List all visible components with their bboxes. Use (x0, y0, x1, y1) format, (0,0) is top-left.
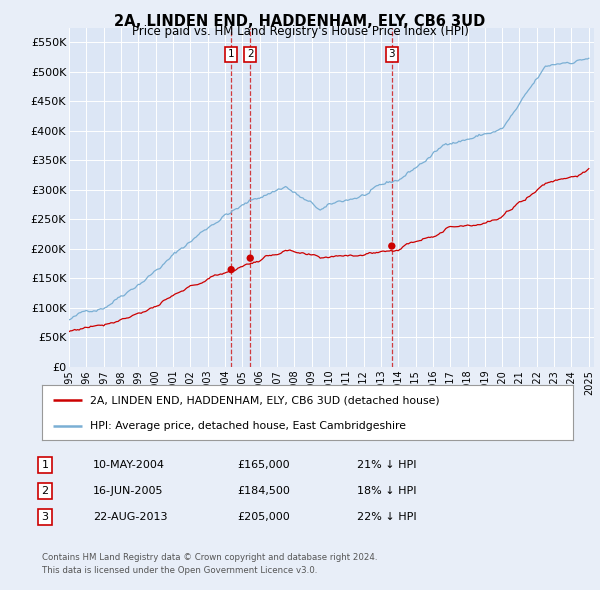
Point (245, 254, 255, 263)
Text: 1: 1 (41, 460, 49, 470)
Text: This data is licensed under the Open Government Licence v3.0.: This data is licensed under the Open Gov… (42, 566, 317, 575)
Text: 3: 3 (388, 50, 395, 59)
Text: 1: 1 (228, 50, 235, 59)
Text: 10-MAY-2004: 10-MAY-2004 (93, 460, 165, 470)
Text: 2A, LINDEN END, HADDENHAM, ELY, CB6 3UD (detached house): 2A, LINDEN END, HADDENHAM, ELY, CB6 3UD … (90, 395, 439, 405)
Text: £165,000: £165,000 (237, 460, 290, 470)
Text: £205,000: £205,000 (237, 512, 290, 522)
Text: HPI: Average price, detached house, East Cambridgeshire: HPI: Average price, detached house, East… (90, 421, 406, 431)
Text: Contains HM Land Registry data © Crown copyright and database right 2024.: Contains HM Land Registry data © Crown c… (42, 553, 377, 562)
Text: £184,500: £184,500 (237, 486, 290, 496)
Text: 16-JUN-2005: 16-JUN-2005 (93, 486, 163, 496)
Text: 22% ↓ HPI: 22% ↓ HPI (357, 512, 416, 522)
Text: 22-AUG-2013: 22-AUG-2013 (93, 512, 167, 522)
Text: 2A, LINDEN END, HADDENHAM, ELY, CB6 3UD: 2A, LINDEN END, HADDENHAM, ELY, CB6 3UD (115, 14, 485, 28)
Point (387, 241, 397, 251)
Text: 21% ↓ HPI: 21% ↓ HPI (357, 460, 416, 470)
Text: 18% ↓ HPI: 18% ↓ HPI (357, 486, 416, 496)
Point (226, 265, 236, 274)
Text: 2: 2 (247, 50, 254, 59)
Text: 3: 3 (41, 512, 49, 522)
Text: 2: 2 (41, 486, 49, 496)
Text: Price paid vs. HM Land Registry's House Price Index (HPI): Price paid vs. HM Land Registry's House … (131, 25, 469, 38)
